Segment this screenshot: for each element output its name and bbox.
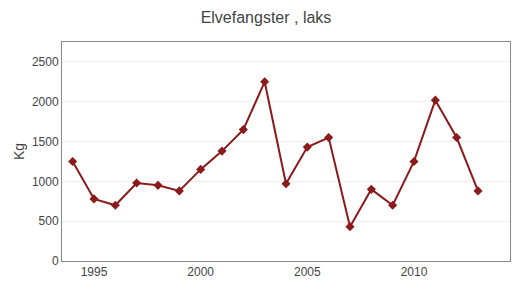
svg-text:0: 0 (52, 254, 59, 268)
svg-text:2010: 2010 (401, 265, 428, 279)
svg-text:2000: 2000 (187, 265, 214, 279)
svg-text:2500: 2500 (32, 55, 59, 69)
svg-text:Kg: Kg (11, 143, 27, 160)
svg-text:1995: 1995 (81, 265, 108, 279)
svg-text:Elvefangster , laks: Elvefangster , laks (201, 9, 332, 26)
svg-text:1000: 1000 (32, 175, 59, 189)
svg-text:500: 500 (39, 214, 59, 228)
svg-text:2000: 2000 (32, 95, 59, 109)
svg-text:2005: 2005 (294, 265, 321, 279)
svg-text:1500: 1500 (32, 135, 59, 149)
